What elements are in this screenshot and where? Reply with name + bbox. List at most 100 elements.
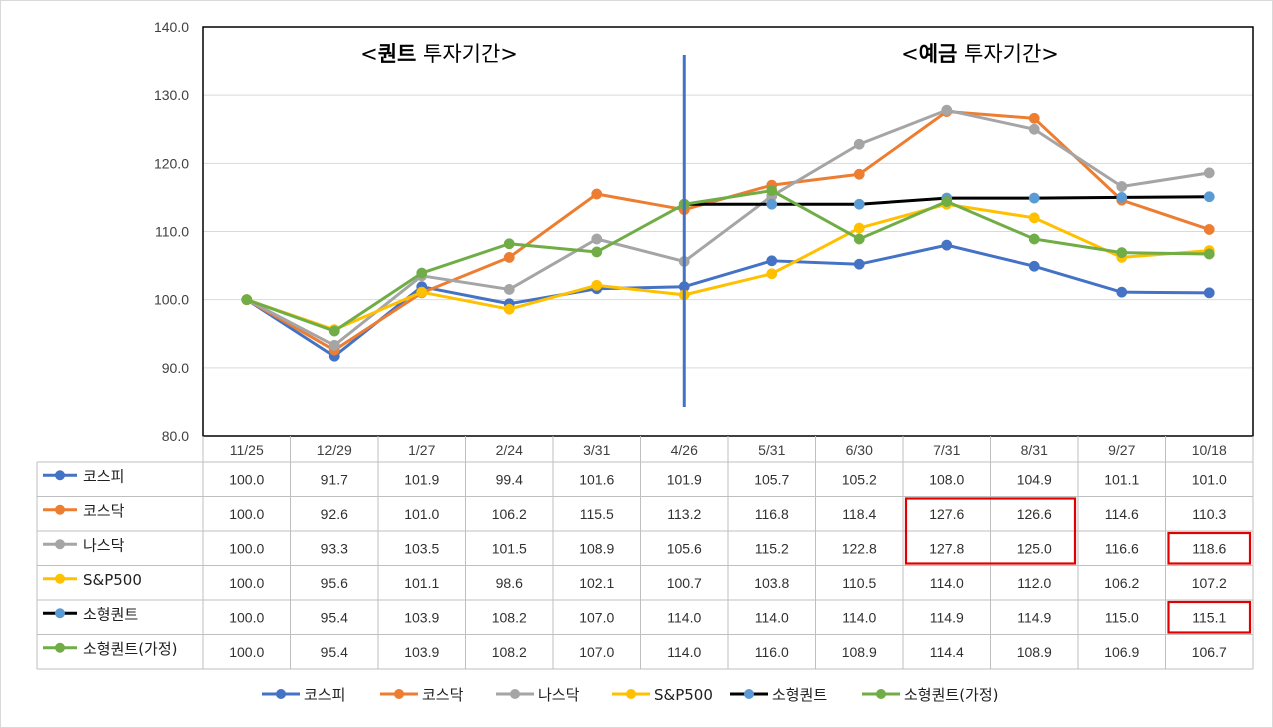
data-point [1028, 212, 1040, 224]
y-tick-label: 80.0 [162, 428, 189, 444]
data-point [591, 233, 603, 245]
legend: 코스피 코스닥 나스닥 S&P500 소형퀀트 소형퀀트(가정) [262, 686, 999, 704]
table-cell-value: 91.7 [321, 471, 348, 487]
data-point [1028, 112, 1040, 124]
data-point [328, 339, 340, 351]
table-cell-value: 105.2 [842, 471, 877, 487]
y-axis-ticks: 80.0 90.0 100.0 110.0 120.0 130.0 140.0 [154, 19, 189, 444]
row-legend-key-marker [55, 470, 65, 481]
table-cell-value: 114.9 [930, 609, 964, 625]
legend-label: S&P500 [654, 686, 713, 704]
y-tick-label: 140.0 [154, 19, 189, 35]
annotation-open: < [901, 42, 919, 66]
table-cell-value: 100.0 [229, 575, 264, 591]
table-cell-value: 107.0 [579, 644, 614, 660]
data-point [1116, 286, 1128, 298]
table-cell-value: 107.0 [579, 609, 614, 625]
data-point [941, 104, 953, 116]
data-point [766, 255, 778, 267]
table-cell-value: 115.2 [755, 540, 789, 556]
table-cell-value: 115.5 [580, 506, 614, 522]
table-cell-value: 127.6 [929, 506, 964, 522]
data-point [416, 286, 428, 298]
gridlines [203, 94, 1253, 369]
row-legend-key-marker [55, 539, 65, 550]
row-series-label: 코스피 [83, 467, 124, 485]
legend-key-marker [876, 689, 886, 699]
data-point [1203, 287, 1215, 299]
table-cell-value: 100.0 [229, 471, 264, 487]
highlight-box [904, 497, 1077, 565]
data-point [853, 198, 865, 210]
table-cell-value: 106.2 [1104, 575, 1139, 591]
annotation-bold: 예금 [919, 42, 958, 66]
series-line [246, 189, 1210, 333]
table-cell-value: 101.1 [404, 575, 439, 591]
legend-key-marker [744, 689, 754, 699]
table-cell-value: 103.9 [404, 644, 439, 660]
table-cell-value: 114.0 [842, 609, 876, 625]
table-cell-value: 114.0 [667, 644, 701, 660]
legend-item: 코스닥 [380, 686, 464, 704]
series-line [246, 202, 1210, 332]
x-category-label: 6/30 [846, 442, 873, 458]
legend-label: 소형퀀트(가정) [904, 686, 999, 704]
data-point [591, 279, 603, 291]
data-point [853, 222, 865, 234]
table-cell-value: 101.0 [1192, 471, 1227, 487]
table-cell-value: 100.0 [229, 506, 264, 522]
table-cell-value: 103.9 [404, 609, 439, 625]
series-line [246, 108, 1210, 347]
legend-item: S&P500 [612, 686, 713, 704]
table-row: 나스닥 100.0 93.3 103.5 101.5 108.9 105.6 115.2 122… [43, 536, 1226, 556]
x-category-label: 10/18 [1192, 442, 1227, 458]
data-point [503, 283, 515, 295]
row-series-label: 코스닥 [83, 502, 125, 520]
table-cell-value: 92.6 [321, 506, 348, 522]
table-cell-value: 99.4 [496, 471, 523, 487]
table-cell-value: 100.7 [667, 575, 702, 591]
table-cell-value: 106.2 [492, 506, 527, 522]
row-series-label: 나스닥 [83, 536, 125, 554]
table-cell-value: 114.0 [755, 609, 789, 625]
x-category-label: 12/29 [317, 442, 352, 458]
table-cell-value: 101.9 [667, 471, 702, 487]
row-legend-key-marker [55, 642, 65, 653]
legend-label: 코스피 [304, 686, 345, 704]
table-cell-value: 108.9 [579, 540, 614, 556]
annotation-rest: 투자기간> [957, 42, 1059, 66]
data-point [853, 138, 865, 150]
period-annotation-right: <예금 투자기간> [901, 42, 1059, 66]
data-point [1028, 233, 1040, 245]
table-cell-value: 114.6 [1105, 506, 1139, 522]
table-cell-value: 114.4 [930, 644, 964, 660]
highlight-boxes [904, 497, 1252, 634]
data-point [328, 325, 340, 337]
legend-key-marker [626, 689, 636, 699]
table-row: 코스피 100.0 91.7 101.9 99.4 101.6 101.9 105.7 105.… [43, 467, 1227, 487]
table-cell-value: 108.2 [492, 609, 527, 625]
table-row: 소형퀀트(가정) 100.0 95.4 103.9 108.2 107.0 114.0 116… [43, 640, 1227, 660]
x-category-label: 8/31 [1021, 442, 1048, 458]
x-category-label: 1/27 [408, 442, 435, 458]
series-3 [241, 104, 1215, 351]
data-point [766, 198, 778, 210]
table-cell-value: 101.1 [1104, 471, 1139, 487]
y-tick-label: 110.0 [155, 224, 189, 240]
data-point [1203, 167, 1215, 179]
table-cell-value: 125.0 [1017, 540, 1052, 556]
table-cell-value: 103.5 [404, 540, 439, 556]
data-point [503, 303, 515, 315]
table-cell-value: 122.8 [842, 540, 877, 556]
x-category-label: 5/31 [758, 442, 785, 458]
table-cell-value: 95.4 [321, 609, 348, 625]
table-cell-value: 113.2 [667, 506, 701, 522]
table-row: 소형퀀트 100.0 95.4 103.9 108.2 107.0 114.0 114.0 11… [43, 605, 1226, 625]
period-annotation-left: <퀀트 투자기간> [360, 42, 518, 66]
series-lines [241, 104, 1215, 362]
table-cell-value: 112.0 [1017, 575, 1051, 591]
table-cell-value: 106.9 [1104, 644, 1139, 660]
data-point [503, 251, 515, 263]
table-cell-value: 115.0 [1105, 609, 1139, 625]
row-legend-key-marker [55, 573, 65, 584]
